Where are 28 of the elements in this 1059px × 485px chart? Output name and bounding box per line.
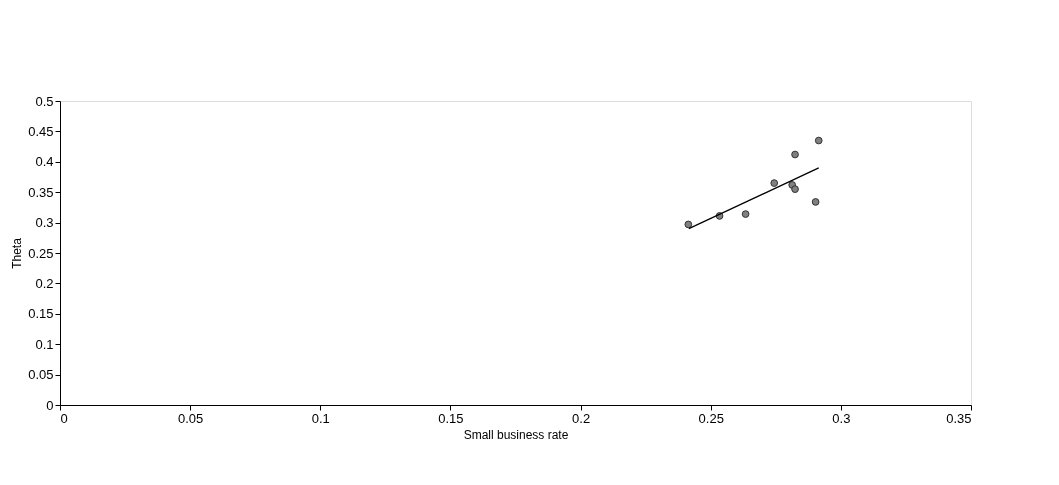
point: [791, 150, 799, 159]
point: [814, 136, 823, 145]
y-tick-label: 0.15: [28, 306, 54, 322]
point: [741, 210, 750, 218]
point: [811, 198, 820, 206]
x-axis-title: Small business rate: [463, 427, 569, 442]
x-tick-label: 0.05: [177, 410, 204, 426]
y-tick-label: 0.2: [35, 275, 54, 291]
x-tick-label: 0.15: [438, 410, 464, 426]
point: [770, 179, 779, 187]
x-tick-label: 0: [60, 410, 68, 426]
x-tick-label: 0.1: [311, 410, 330, 426]
y-tick-label: 0.25: [28, 245, 54, 261]
y-tick-label: 0.35: [28, 184, 54, 200]
x-tick-label: 0.2: [572, 410, 591, 426]
y-tick-label: 0.1: [35, 336, 54, 352]
y-tick-label: 0.4: [35, 154, 54, 170]
y-tick-label: 0.05: [28, 367, 54, 383]
x-tick-label: 0.35: [946, 410, 972, 426]
y-axis-title: Theta: [10, 237, 25, 269]
x-tick-label: 0.3: [832, 410, 851, 426]
y-tick-label: 0.3: [35, 215, 54, 231]
point: [684, 220, 693, 229]
y-tick-label: 0.45: [28, 123, 54, 139]
y-tick-label: 0: [46, 397, 54, 413]
point: [791, 185, 799, 194]
y-tick-label: 0.5: [35, 93, 54, 109]
x-tick-label: 0.25: [698, 410, 724, 426]
